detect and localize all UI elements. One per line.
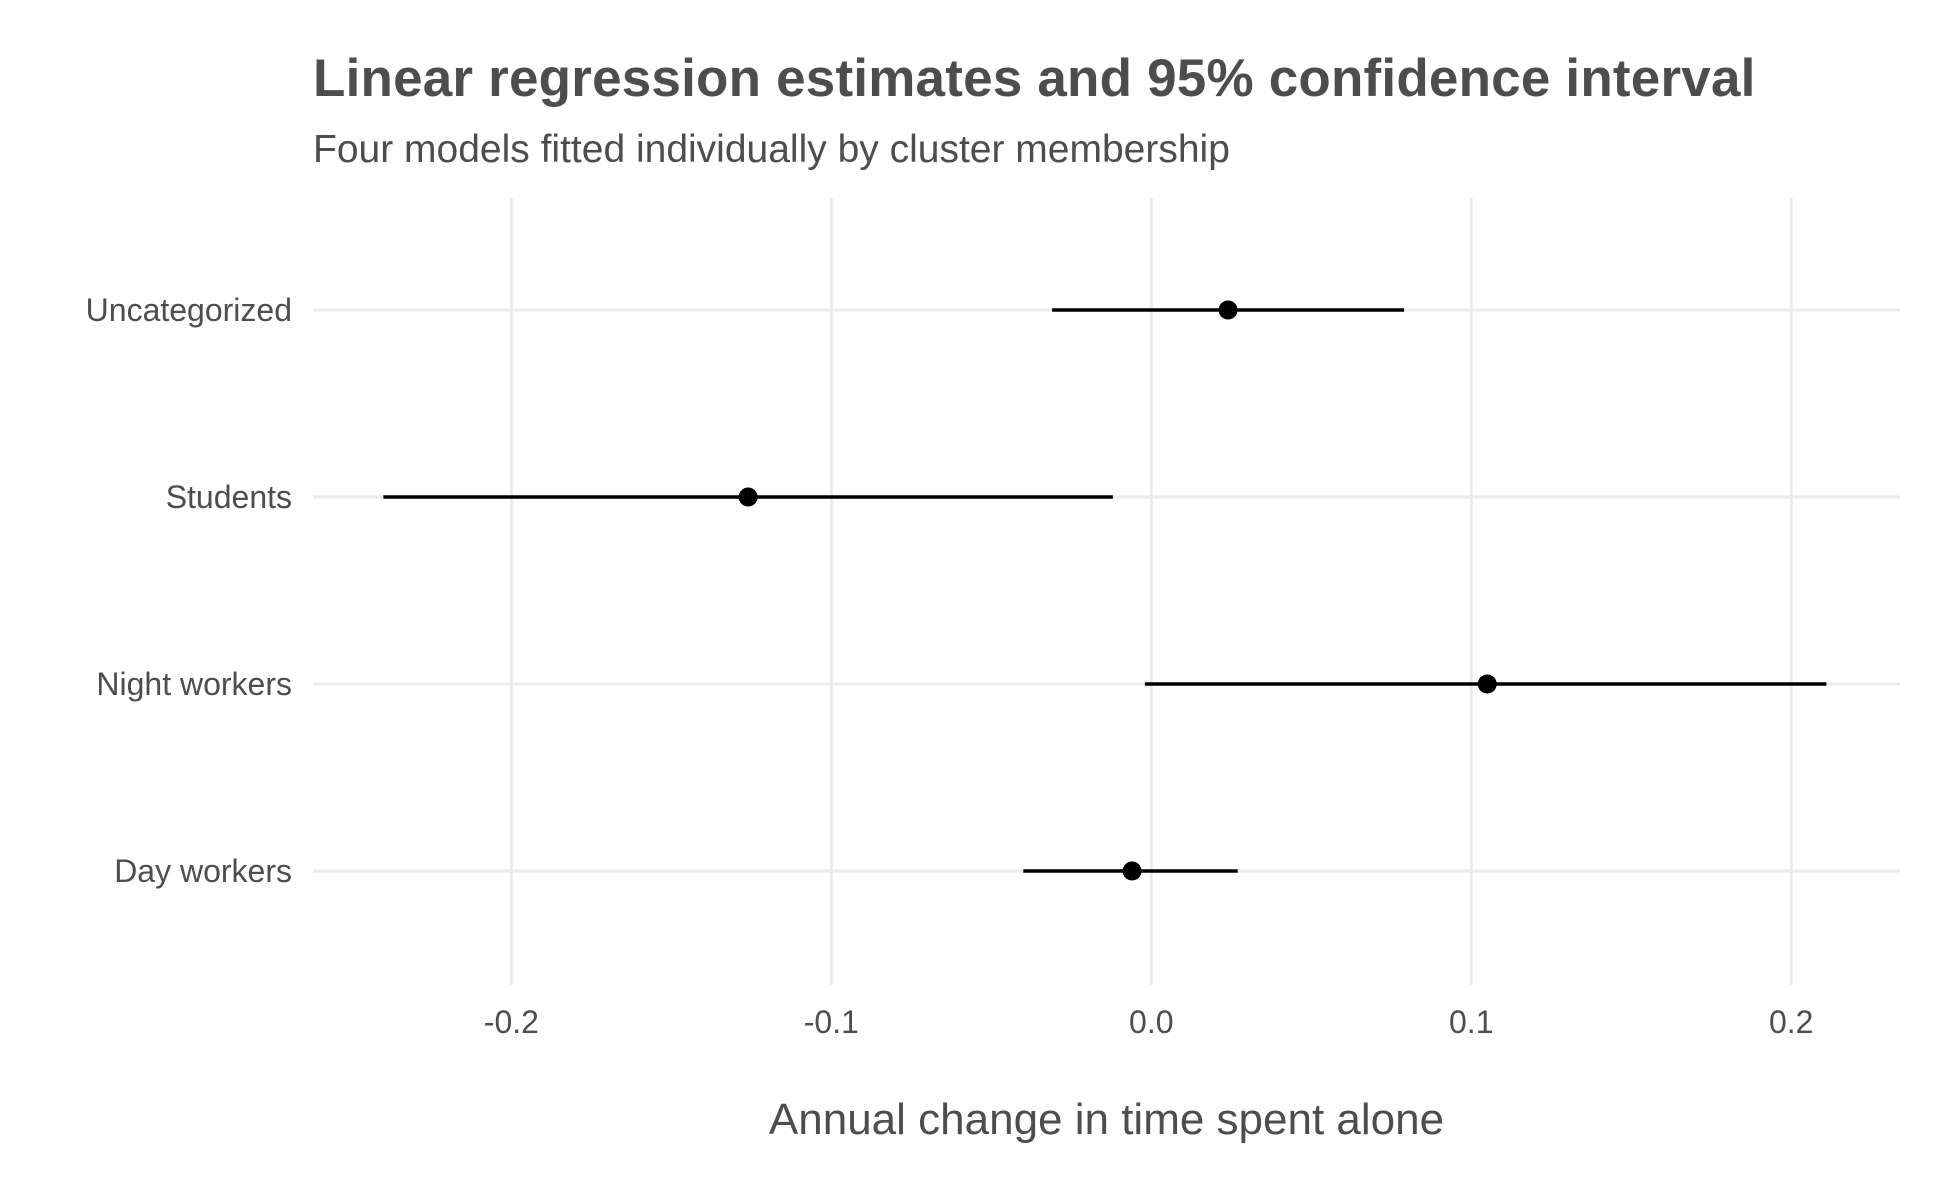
x-tick-label: -0.1 — [804, 1004, 859, 1040]
y-tick-label: Uncategorized — [86, 292, 292, 328]
estimate-point — [738, 487, 758, 507]
chart-subtitle: Four models fitted individually by clust… — [313, 128, 1230, 171]
x-tick-label: 0.1 — [1449, 1004, 1493, 1040]
x-tick-label: 0.2 — [1769, 1004, 1813, 1040]
estimate-point — [1477, 674, 1497, 694]
estimate-point — [1122, 861, 1142, 881]
y-tick-label: Students — [166, 479, 292, 515]
y-tick-label: Day workers — [114, 853, 292, 889]
estimate-point — [1218, 300, 1238, 320]
x-tick-label: -0.2 — [484, 1004, 539, 1040]
y-tick-label: Night workers — [96, 666, 292, 702]
gridlines — [313, 198, 1900, 985]
x-tick-labels: -0.2 -0.1 0.0 0.1 0.2 — [484, 1004, 1814, 1040]
x-axis-title: Annual change in time spent alone — [769, 1095, 1444, 1144]
chart-title: Linear regression estimates and 95% conf… — [313, 49, 1756, 108]
y-tick-labels: Uncategorized Students Night workers Day wo… — [86, 292, 292, 889]
data-marks — [383, 300, 1827, 881]
x-tick-label: 0.0 — [1129, 1004, 1173, 1040]
